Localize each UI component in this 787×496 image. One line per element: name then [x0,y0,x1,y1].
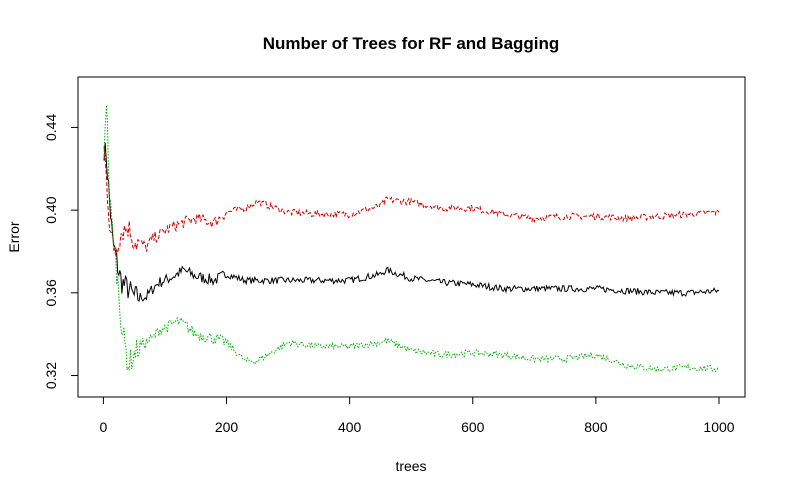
x-axis-label: trees [395,458,426,474]
y-tick-label: 0.32 [43,362,59,389]
series-line-2 [103,146,720,256]
y-tick-label: 0.44 [43,114,59,141]
x-tick-label: 600 [461,419,485,435]
y-axis-label: Error [6,221,22,252]
x-tick-label: 1000 [703,419,734,435]
x-tick-label: 200 [215,419,239,435]
x-axis: 0 200 400 600 800 1000 [99,396,735,435]
chart-title: Number of Trees for RF and Bagging [263,34,560,53]
y-tick-label: 0.40 [43,196,59,223]
x-tick-label: 800 [584,419,608,435]
series-line-1 [103,142,720,302]
series-line-3 [103,105,720,374]
x-tick-label: 400 [338,419,362,435]
series-layer [103,105,720,374]
x-tick-label: 0 [99,419,107,435]
y-tick-label: 0.36 [43,279,59,306]
y-axis: 0.32 0.36 0.40 0.44 [43,114,79,389]
